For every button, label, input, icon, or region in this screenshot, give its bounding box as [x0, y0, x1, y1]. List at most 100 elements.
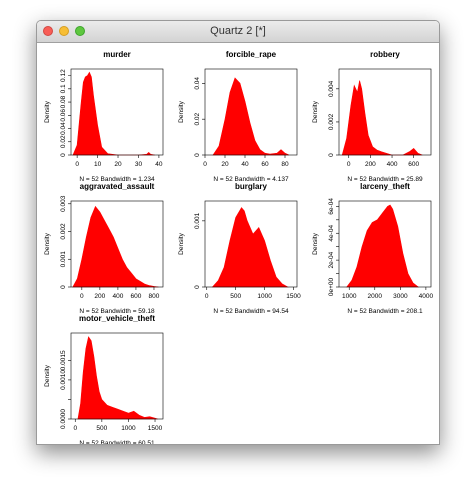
y-tick-label: 0 — [60, 153, 67, 157]
y-tick-label: 6e-04 — [328, 198, 335, 215]
y-tick-label: 0.1 — [60, 84, 67, 93]
y-tick-label: 0.004 — [328, 80, 335, 97]
x-tick-label: 60 — [261, 161, 269, 168]
bandwidth-note: N = 52 Bandwidth = 4.137 — [213, 176, 289, 183]
density-area — [346, 204, 420, 288]
density-area — [341, 80, 423, 156]
x-tick-label: 20 — [114, 161, 122, 168]
density-area — [72, 205, 159, 288]
zoom-button[interactable] — [75, 26, 85, 36]
y-tick-label: 0e+00 — [328, 277, 335, 296]
panel-title: larceny_theft — [360, 182, 410, 191]
bandwidth-note: N = 52 Bandwidth = 59.18 — [79, 308, 155, 315]
x-tick-label: 0 — [73, 425, 77, 432]
panel-title: aggravated_assault — [80, 182, 155, 191]
y-axis-label: Density — [44, 100, 51, 122]
x-tick-label: 400 — [387, 161, 398, 168]
plot-area: murder 0 10 20 30 40 0 0.02 0.04 0.06 0.08 0.1 0.12 D… — [37, 43, 439, 444]
panel-title: motor_vehicle_theft — [79, 314, 155, 323]
x-tick-label: 600 — [131, 293, 142, 300]
plot-frame — [70, 200, 164, 288]
y-tick-label: 0.003 — [60, 195, 67, 212]
y-tick-label: 0.002 — [328, 113, 335, 130]
x-tick-label: 1000 — [257, 293, 272, 300]
bandwidth-note: N = 52 Bandwidth = 208.1 — [347, 308, 423, 315]
density-area — [211, 207, 289, 288]
y-axis-label: Density — [44, 232, 51, 254]
x-tick-label: 40 — [241, 161, 249, 168]
x-tick-label: 0 — [205, 293, 209, 300]
y-tick-label: 0.001 — [194, 212, 201, 229]
panel-title: burglary — [235, 182, 268, 191]
window-title: Quartz 2 [*] — [210, 25, 266, 37]
y-axis-label: Density — [44, 364, 51, 386]
y-tick-label: 0.0000 — [60, 409, 67, 429]
x-tick-label: 1500 — [286, 293, 301, 300]
y-tick-label: 0.04 — [194, 77, 201, 90]
bandwidth-note: N = 52 Bandwidth = 60.51 — [79, 440, 155, 444]
y-tick-label: 0.0010 — [60, 370, 67, 390]
title-bar[interactable]: Quartz 2 [*] — [37, 21, 439, 43]
plot-frame — [70, 68, 164, 156]
plot-frame — [204, 68, 298, 156]
x-tick-label: 0 — [80, 293, 84, 300]
y-tick-label: 0.001 — [60, 251, 67, 268]
density-area — [77, 336, 158, 420]
minimize-button[interactable] — [59, 26, 69, 36]
density-area — [212, 77, 290, 156]
x-tick-label: 400 — [112, 293, 123, 300]
y-tick-label: 0 — [194, 153, 201, 157]
y-tick-label: 0.08 — [60, 95, 67, 108]
x-tick-label: 200 — [365, 161, 376, 168]
x-tick-label: 500 — [230, 293, 241, 300]
x-tick-label: 4000 — [419, 293, 434, 300]
y-axis-label: Density — [312, 100, 319, 122]
y-axis-label: Density — [178, 100, 185, 122]
y-tick-label: 0.0015 — [60, 350, 67, 370]
y-tick-label: 0.02 — [194, 112, 201, 125]
y-tick-label: 0 — [328, 153, 335, 157]
density-area — [72, 71, 155, 156]
x-tick-label: 1000 — [121, 425, 136, 432]
y-axis-label: Density — [312, 232, 319, 254]
x-tick-label: 80 — [281, 161, 289, 168]
y-tick-label: 2e-04 — [328, 251, 335, 268]
x-tick-label: 1500 — [148, 425, 163, 432]
x-tick-label: 0 — [203, 161, 207, 168]
x-tick-label: 3000 — [393, 293, 408, 300]
y-tick-label: 0.06 — [60, 109, 67, 122]
x-tick-label: 200 — [94, 293, 105, 300]
y-tick-label: 0.04 — [60, 122, 67, 135]
bandwidth-note: N = 52 Bandwidth = 94.54 — [213, 308, 289, 315]
y-tick-label: 4e-04 — [328, 225, 335, 242]
bandwidth-note: N = 52 Bandwidth = 1.234 — [79, 176, 155, 183]
x-tick-label: 40 — [155, 161, 163, 168]
x-tick-label: 800 — [149, 293, 160, 300]
x-tick-label: 500 — [96, 425, 107, 432]
y-tick-label: 0.12 — [60, 69, 67, 82]
panel-title: forcible_rape — [226, 50, 277, 59]
x-tick-label: 0 — [75, 161, 79, 168]
y-tick-label: 0.02 — [60, 135, 67, 148]
x-tick-label: 1000 — [342, 293, 357, 300]
quartz-window: Quartz 2 [*] murder 0 10 20 30 40 0 0.02 0.04 0.0… — [36, 20, 440, 445]
panel-title: murder — [103, 50, 131, 59]
x-tick-label: 20 — [221, 161, 229, 168]
y-axis-label: Density — [178, 232, 185, 254]
plot-frame — [70, 332, 164, 420]
x-tick-label: 2000 — [368, 293, 383, 300]
plot-frame — [204, 200, 298, 288]
y-tick-label: 0 — [194, 285, 201, 289]
y-tick-label: 0 — [60, 285, 67, 289]
y-tick-label: 0.002 — [60, 223, 67, 240]
plot-frame — [338, 200, 432, 288]
plot-frame — [338, 68, 432, 156]
panel-title: robbery — [370, 50, 400, 59]
x-tick-label: 600 — [408, 161, 419, 168]
bandwidth-note: N = 52 Bandwidth = 25.89 — [347, 176, 423, 183]
close-button[interactable] — [43, 26, 53, 36]
x-tick-label: 30 — [135, 161, 143, 168]
x-tick-label: 10 — [94, 161, 102, 168]
x-tick-label: 0 — [347, 161, 351, 168]
